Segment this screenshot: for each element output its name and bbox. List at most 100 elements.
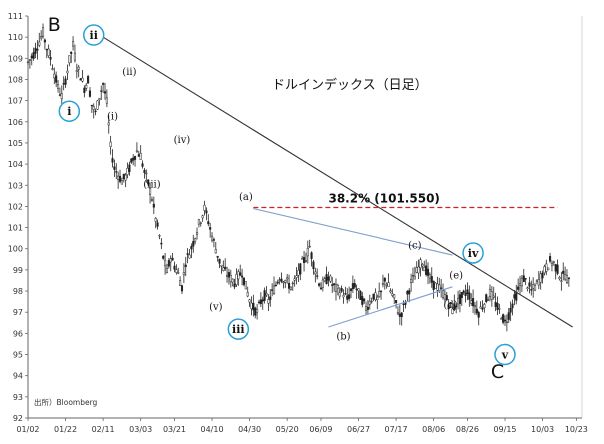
candle-body (120, 180, 123, 185)
candle-body (398, 313, 401, 317)
candle-body (40, 36, 43, 39)
candle-body (515, 291, 518, 301)
candle-body (214, 248, 217, 254)
candle-body (530, 289, 533, 291)
candle-body (73, 52, 76, 61)
candle-body (113, 166, 116, 170)
candle-body (229, 274, 232, 283)
candle-body (45, 49, 48, 51)
candle-body (233, 283, 236, 288)
wave-label: (a) (239, 192, 253, 203)
y-tick-label: 101 (8, 224, 23, 233)
candle-body (143, 169, 146, 173)
candle-body (490, 291, 493, 300)
candle-body (289, 286, 292, 290)
candle-body (325, 274, 328, 285)
candle-body (378, 291, 381, 297)
candle-body (36, 48, 39, 51)
wave-label: (v) (209, 302, 223, 313)
candle-body (41, 27, 45, 37)
candle-body (321, 279, 324, 288)
candle-body (438, 284, 441, 291)
candle-body (496, 302, 499, 311)
x-tick-label: 04/10 (201, 425, 224, 434)
candle-body (387, 282, 390, 287)
y-tick-label: 100 (8, 245, 23, 254)
y-tick-label: 110 (8, 33, 23, 42)
candle-body (528, 282, 531, 287)
candle-body (203, 204, 206, 211)
candle-body (425, 265, 428, 275)
candle-body (139, 152, 142, 160)
wave-label: C (491, 361, 504, 383)
candle-body (565, 275, 569, 284)
x-tick-label: 03/03 (129, 425, 152, 434)
candle-body (417, 266, 420, 274)
candle-body (256, 309, 259, 313)
candle-body (261, 299, 264, 302)
candle-body (327, 276, 330, 281)
candle-body (141, 163, 144, 167)
candle-body (165, 267, 169, 273)
candle-body (310, 252, 313, 259)
axes: 92 93 94 95 96 97 98 99 100 101 102 103 104 105 106 107… (8, 12, 588, 434)
candle-body (395, 299, 398, 303)
candle-body (376, 296, 379, 301)
candle-body (90, 104, 93, 107)
candle-body (126, 168, 129, 175)
candle-body (436, 283, 439, 291)
x-tick-label: 04/30 (238, 425, 261, 434)
circled-wave-label: v (501, 349, 509, 362)
candle-body (265, 293, 268, 296)
candle-body (552, 261, 555, 263)
candle-body (216, 255, 219, 258)
candle-body (316, 275, 319, 277)
candle-body (383, 277, 386, 282)
candle-body (522, 275, 525, 283)
candle-body (361, 296, 364, 305)
candle-body (421, 264, 424, 267)
candle-body (366, 306, 369, 310)
x-tick-label: 02/11 (92, 425, 115, 434)
candle-body (192, 241, 195, 247)
candle-body (77, 66, 80, 70)
candle-body (180, 285, 184, 292)
candle-body (28, 59, 31, 61)
candle-body (150, 199, 153, 201)
candle-body (402, 303, 405, 306)
candle-body (336, 285, 339, 289)
candle-body (464, 292, 467, 296)
candle-body (462, 290, 465, 293)
candle-body (511, 303, 514, 309)
candle-body (49, 56, 52, 60)
candle-body (445, 295, 448, 301)
candle-body (447, 304, 450, 310)
candle-body (291, 282, 294, 285)
candle-body (550, 263, 554, 266)
candle-body (263, 290, 266, 301)
candle-body (102, 83, 105, 85)
candle-body (164, 259, 167, 267)
candle-body (380, 290, 383, 292)
candle-body (329, 275, 332, 282)
candle-body (171, 257, 174, 261)
candle-body (287, 283, 291, 289)
candle-body (426, 268, 430, 276)
candle-body (58, 94, 61, 96)
candle-body (449, 302, 452, 304)
candle-body (319, 287, 323, 290)
y-tick-label: 105 (8, 139, 23, 148)
candle-body (406, 291, 409, 295)
candle-body (128, 164, 131, 172)
wave-label: (i) (107, 112, 118, 123)
candle-body (207, 221, 210, 225)
candle-body (556, 264, 559, 274)
candle-body (432, 280, 435, 290)
y-tick-label: 106 (8, 118, 23, 127)
candle-body (534, 284, 537, 291)
source-note: 出所）Bloomberg (34, 397, 98, 407)
candle-body (485, 294, 488, 303)
candle-body (186, 253, 189, 255)
candle-body (518, 282, 522, 286)
candle-body (271, 289, 274, 291)
